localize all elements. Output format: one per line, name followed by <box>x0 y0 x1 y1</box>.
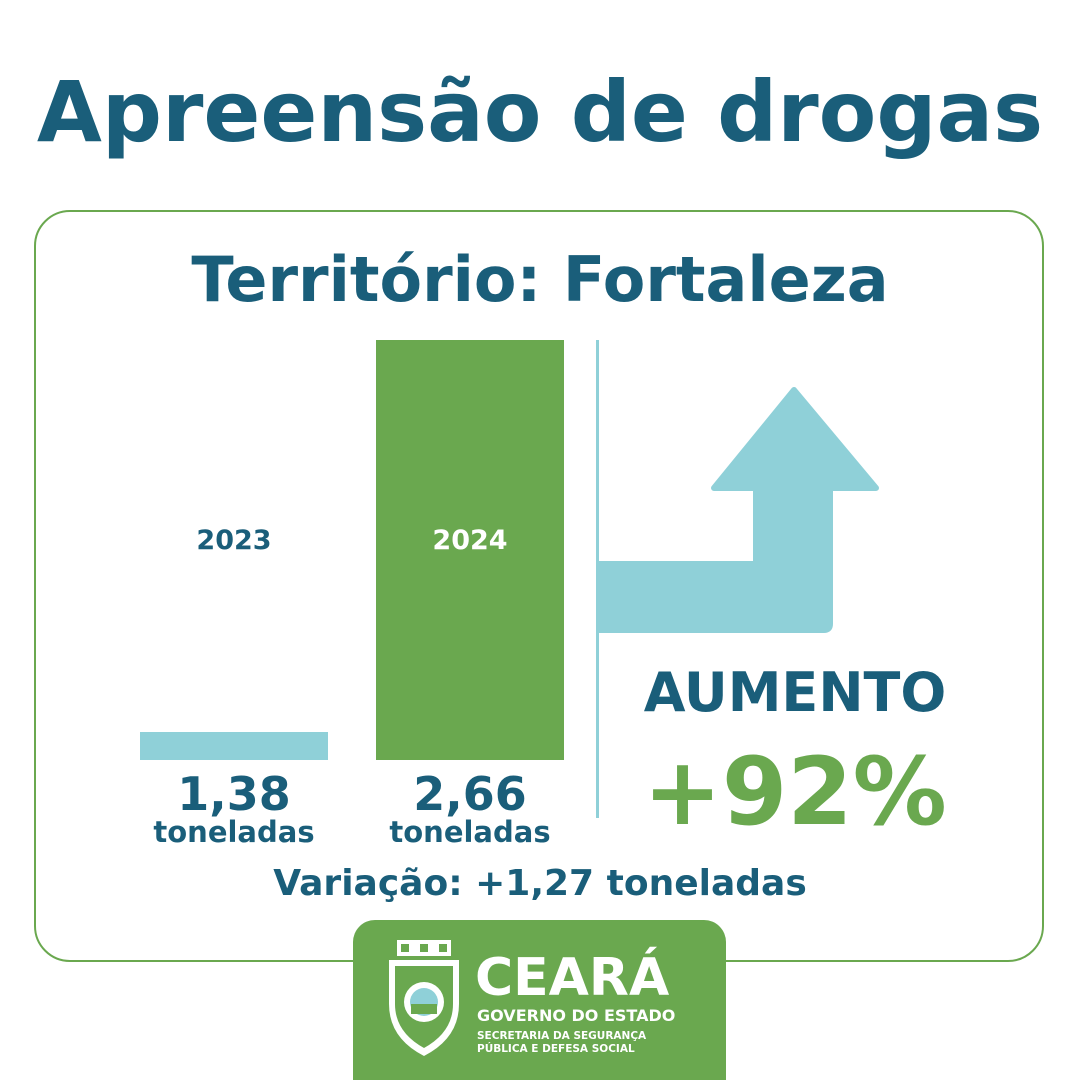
bar-2024 <box>376 340 564 760</box>
trend-label: AUMENTO <box>643 661 947 724</box>
brand-government: GOVERNO DO ESTADO <box>477 1006 676 1025</box>
bar-unit-label: toneladas <box>389 815 550 849</box>
bar-2023 <box>140 732 328 760</box>
territory-title: Território: Fortaleza <box>191 243 889 316</box>
footer-logo: CEARÁ GOVERNO DO ESTADO SECRETARIA DA SE… <box>353 920 726 1080</box>
state-coat-of-arms-icon <box>389 940 459 1056</box>
up-right-arrow-icon <box>596 387 879 633</box>
bar-year-label: 2024 <box>432 525 507 556</box>
bar-value-label: 1,38 <box>177 767 291 821</box>
bar-value-label: 2,66 <box>413 767 527 821</box>
trend-percent: +92% <box>643 738 947 847</box>
variation-text: Variação: +1,27 toneladas <box>273 863 807 904</box>
secretariat-line-1: SECRETARIA DA SEGURANÇA <box>477 1030 647 1042</box>
page-title: Apreensão de drogas <box>36 63 1044 161</box>
bar-unit-label: toneladas <box>153 815 314 849</box>
secretariat-line-2: PÚBLICA E DEFESA SOCIAL <box>477 1043 635 1055</box>
brand-name: CEARÁ <box>475 948 670 1008</box>
bar-year-label: 2023 <box>196 525 271 556</box>
brand-secretariat: SECRETARIA DA SEGURANÇA PÚBLICA E DEFESA… <box>477 1030 646 1056</box>
